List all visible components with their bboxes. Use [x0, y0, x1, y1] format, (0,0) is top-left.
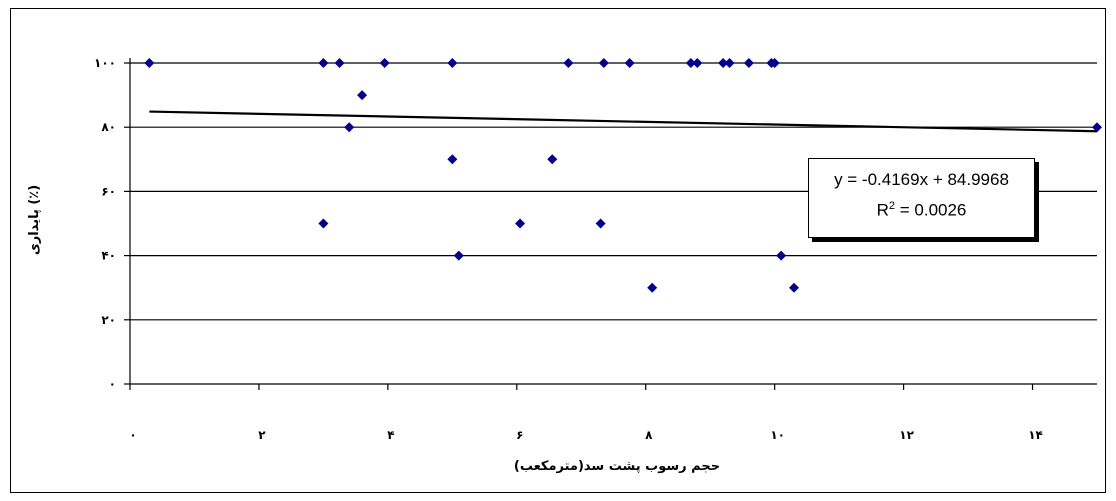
x-tick-label: ۰ [129, 428, 136, 442]
data-point [334, 58, 345, 68]
data-point [624, 58, 635, 68]
r-squared-label: R2 = 0.0026 [876, 200, 967, 220]
x-tick-label: ۱۴ [1028, 428, 1043, 442]
trendline-equation-box: y = -0.4169x + 84.9968 R2 = 0.0026 [808, 158, 1035, 238]
y-tick-label: ۲۰ [101, 313, 116, 327]
data-point [144, 58, 155, 68]
data-point [379, 58, 390, 68]
data-point [724, 58, 735, 68]
data-point [453, 250, 464, 261]
data-point [718, 58, 729, 68]
y-tick-label: ۱۰۰ [94, 56, 116, 70]
data-point [447, 154, 458, 165]
y-tick-label: ۶۰ [101, 184, 116, 198]
y-tick-label: ۰ [109, 377, 116, 391]
x-tick-label: ۴ [387, 428, 394, 442]
data-point [447, 58, 458, 68]
chart-frame [10, 8, 1106, 493]
x-tick-label: ۸ [645, 428, 653, 442]
data-point [563, 58, 574, 68]
data-point [547, 154, 558, 165]
trendline-equation: y = -0.4169x + 84.9968 [834, 170, 1009, 189]
grid-lines [130, 62, 1097, 321]
x-tick-label: ۱۰ [770, 428, 785, 442]
y-axis-ticks: ۰ ۲۰ ۴۰ ۶۰ ۸۰ ۱۰۰ [94, 56, 130, 391]
data-point [769, 58, 780, 68]
data-point [595, 218, 606, 229]
y-tick-label: ۴۰ [101, 249, 116, 263]
x-axis-ticks: ۰ ۲ ۴ ۶ ۸ ۱۰ ۱۲ ۱۴ [129, 384, 1043, 442]
data-point [318, 58, 329, 68]
data-point [789, 282, 800, 293]
data-point [598, 58, 609, 68]
data-point [357, 90, 368, 101]
data-point [776, 250, 787, 261]
y-axis-title: پایداری (٪) [27, 185, 42, 255]
data-point [318, 218, 329, 229]
x-tick-label: ۶ [516, 428, 523, 442]
data-points [144, 58, 1102, 293]
trendline [149, 110, 1098, 133]
data-point [515, 218, 526, 229]
x-tick-label: ۲ [258, 428, 266, 442]
data-point [692, 58, 703, 68]
data-point [1092, 122, 1102, 133]
data-point [647, 282, 658, 293]
axes [129, 58, 1097, 385]
x-tick-label: ۱۲ [899, 428, 914, 442]
data-point [743, 58, 754, 68]
y-tick-label: ۸۰ [101, 120, 116, 134]
x-axis-title: حجم رسوب پشت سد(مترمکعب) [514, 459, 720, 474]
data-point [344, 122, 355, 133]
data-point [685, 58, 696, 68]
